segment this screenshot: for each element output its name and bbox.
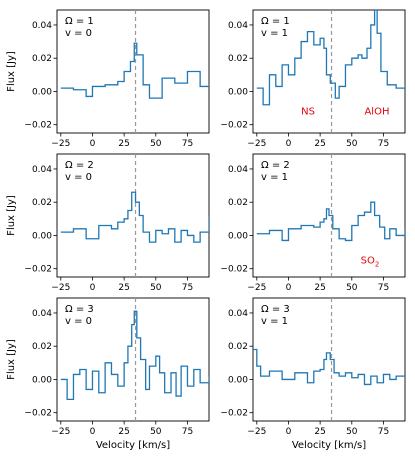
spectrum-series [60, 191, 209, 243]
axes-frame [252, 297, 406, 422]
axes-frame [56, 153, 210, 278]
spectrum-series [256, 201, 405, 242]
panel-title-line: Ω = 1 [261, 16, 290, 27]
y-tick-label: 0.02 [32, 198, 52, 208]
y-axis-label: Flux [Jy] [6, 339, 17, 380]
panel-4: −25 0 25 50 75 −0.02 0.00 0.02 0.04 Ω = 2v = 1 SO2 [220, 153, 406, 293]
x-tick-label: −25 [51, 139, 70, 149]
y-axis-label: Flux [Jy] [6, 51, 17, 92]
spectrum-series [253, 348, 405, 386]
panel-title-line: v = 0 [65, 172, 92, 183]
line-annotation: NS [301, 107, 315, 118]
y-tick-label: −0.02 [220, 265, 248, 275]
x-tick-label: 25 [314, 427, 325, 437]
line-annotation: AlOH [364, 107, 389, 118]
y-tick-label: 0.02 [32, 342, 52, 352]
axes-frame [56, 9, 210, 134]
panel-title-line: v = 1 [261, 172, 288, 183]
x-tick-label: 50 [346, 427, 358, 437]
panel-title-line: v = 1 [261, 28, 288, 39]
y-tick-label: 0.04 [32, 21, 52, 31]
axes-frame [56, 297, 210, 422]
x-tick-label: −25 [247, 139, 266, 149]
x-tick-label: −25 [51, 283, 70, 293]
x-tick-label: 75 [182, 139, 193, 149]
panel-title-line: Ω = 2 [65, 160, 94, 171]
x-tick-label: 75 [378, 283, 389, 293]
x-tick-label: 75 [378, 427, 389, 437]
y-tick-label: 0.00 [228, 231, 248, 241]
y-tick-label: 0.00 [228, 87, 248, 97]
y-tick-label: −0.02 [24, 121, 52, 131]
y-axis-label: Flux [Jy] [6, 195, 17, 236]
x-tick-label: 25 [314, 283, 325, 293]
x-axis-label: Velocity [km/s] [96, 440, 170, 451]
panel-title-line: v = 0 [65, 28, 92, 39]
x-tick-label: 50 [150, 283, 162, 293]
x-tick-label: 25 [314, 139, 325, 149]
x-tick-label: 25 [118, 283, 129, 293]
y-tick-label: 0.04 [228, 309, 248, 319]
x-tick-label: 75 [182, 427, 193, 437]
spectrum-series [256, 10, 405, 106]
spectrum-series [60, 310, 209, 401]
line-annotation: SO2 [361, 256, 380, 269]
y-tick-label: 0.00 [228, 375, 248, 385]
x-tick-label: 0 [286, 427, 292, 437]
y-tick-label: 0.04 [228, 21, 248, 31]
x-tick-label: 25 [118, 427, 129, 437]
x-axis-label: Velocity [km/s] [292, 440, 366, 451]
y-tick-label: −0.02 [24, 409, 52, 419]
panel-title-line: Ω = 2 [261, 160, 290, 171]
y-tick-label: 0.02 [228, 198, 248, 208]
x-tick-label: 50 [150, 427, 162, 437]
x-tick-label: 0 [286, 139, 292, 149]
y-tick-label: 0.04 [228, 165, 248, 175]
spectrum-series [60, 42, 209, 99]
x-tick-label: 50 [346, 283, 358, 293]
panel-3: −25 0 25 50 75 −0.02 0.00 0.02 0.04 Ω = 2v = 0 Flu… [6, 153, 210, 293]
y-tick-label: 0.04 [32, 165, 52, 175]
y-tick-label: 0.04 [32, 309, 52, 319]
y-tick-label: −0.02 [24, 265, 52, 275]
x-tick-label: 25 [118, 139, 129, 149]
x-tick-label: −25 [51, 427, 70, 437]
panel-6: −25 0 25 50 75 −0.02 0.00 0.02 0.04 Ω = 3v = 1 Vel… [220, 297, 406, 451]
x-tick-label: 0 [90, 427, 96, 437]
x-tick-label: 75 [182, 283, 193, 293]
panel-title-line: Ω = 1 [65, 16, 94, 27]
y-tick-label: 0.02 [32, 54, 52, 64]
y-tick-label: 0.02 [228, 342, 248, 352]
x-tick-label: −25 [247, 427, 266, 437]
panel-5: −25 0 25 50 75 −0.02 0.00 0.02 0.04 Ω = 3v = 0 Flu… [6, 297, 210, 451]
x-tick-label: 50 [150, 139, 162, 149]
panel-title-line: Ω = 3 [261, 304, 290, 315]
y-tick-label: −0.02 [220, 121, 248, 131]
x-tick-label: 50 [346, 139, 358, 149]
y-tick-label: 0.00 [32, 375, 52, 385]
y-tick-label: −0.02 [220, 409, 248, 419]
x-tick-label: 0 [90, 283, 96, 293]
x-tick-label: −25 [247, 283, 266, 293]
x-tick-label: 0 [286, 283, 292, 293]
panel-title-line: Ω = 3 [65, 304, 94, 315]
panel-title-line: v = 1 [261, 316, 288, 327]
y-tick-label: 0.00 [32, 231, 52, 241]
panel-title-line: v = 0 [65, 316, 92, 327]
y-tick-label: 0.00 [32, 87, 52, 97]
x-tick-label: 0 [90, 139, 96, 149]
panel-2: −25 0 25 50 75 −0.02 0.00 0.02 0.04 Ω = 1v = 1 NS A… [220, 9, 406, 149]
x-tick-label: 75 [378, 139, 389, 149]
axes-frame [252, 9, 406, 134]
y-tick-label: 0.02 [228, 54, 248, 64]
panel-1: −25 0 25 50 75 −0.02 0.00 0.02 0.04 Ω = 1v = 0 Flu… [6, 9, 210, 149]
